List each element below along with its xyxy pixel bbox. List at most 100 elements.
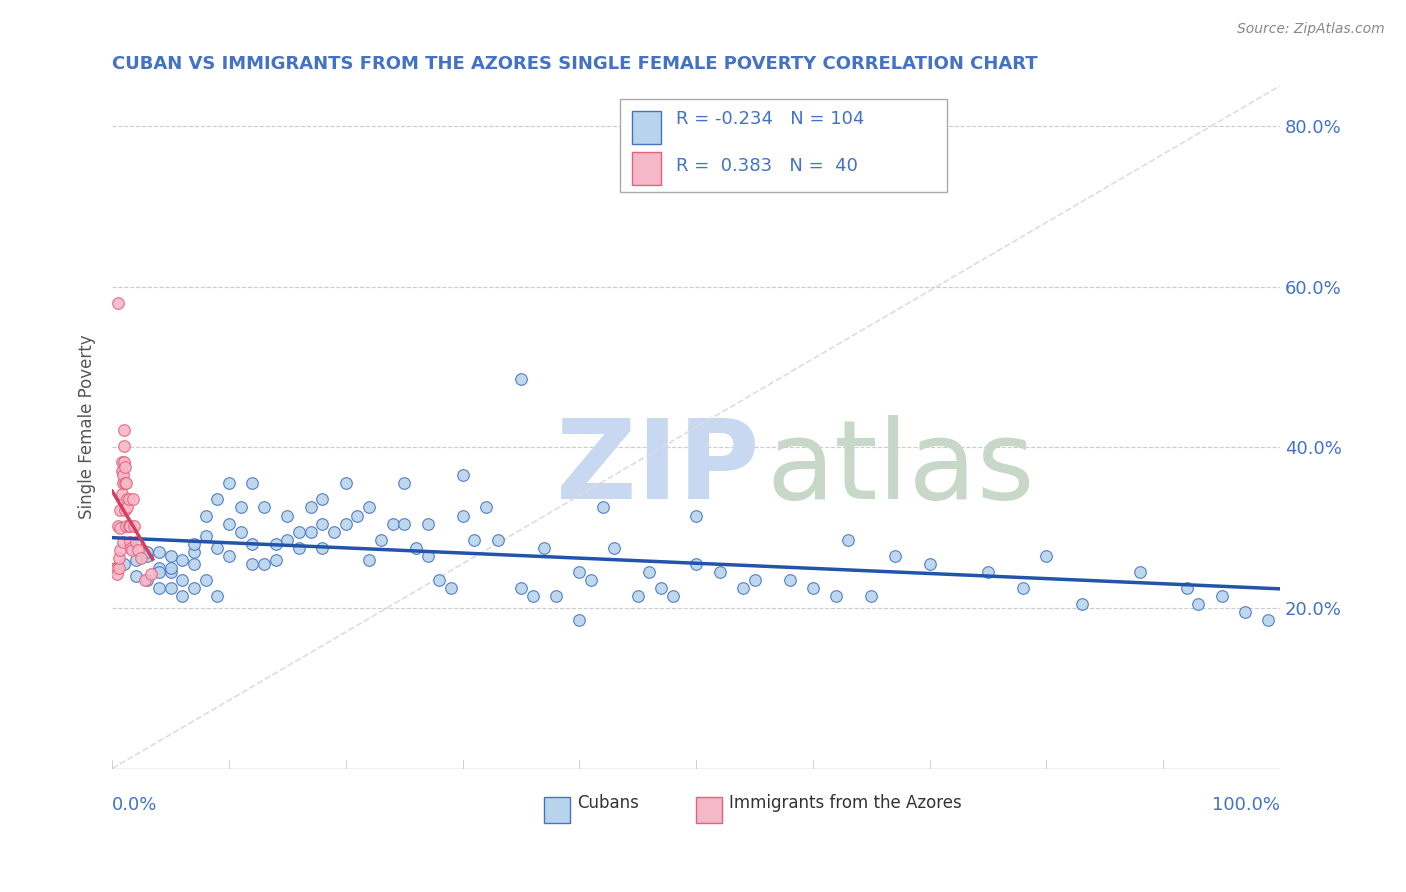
Point xyxy=(229,524,252,539)
Point xyxy=(486,533,509,547)
Point xyxy=(115,476,138,491)
Point xyxy=(122,492,145,507)
Point xyxy=(118,519,141,533)
FancyBboxPatch shape xyxy=(620,100,948,192)
Point xyxy=(114,476,136,491)
Point xyxy=(183,581,205,595)
Point xyxy=(311,516,333,531)
Point xyxy=(183,536,205,550)
Point xyxy=(148,565,170,579)
Point xyxy=(288,541,311,555)
Point xyxy=(112,423,135,437)
Point xyxy=(359,552,381,566)
Point xyxy=(1012,581,1035,595)
Point xyxy=(264,536,287,550)
Point xyxy=(117,492,139,507)
Point xyxy=(120,541,142,555)
Point xyxy=(124,552,146,566)
Point xyxy=(218,516,240,531)
Text: Source: ZipAtlas.com: Source: ZipAtlas.com xyxy=(1237,22,1385,37)
Point xyxy=(124,535,146,549)
Point xyxy=(568,613,591,627)
Point xyxy=(709,565,731,579)
Point xyxy=(335,516,357,531)
Point xyxy=(114,460,136,475)
Point xyxy=(159,560,181,574)
Point xyxy=(124,519,146,533)
Point xyxy=(207,541,229,555)
Point xyxy=(136,573,159,587)
Point xyxy=(883,549,905,563)
Point xyxy=(105,560,128,574)
Point xyxy=(148,581,170,595)
Point xyxy=(264,552,287,566)
Point xyxy=(148,560,170,574)
Point xyxy=(779,573,801,587)
Point xyxy=(112,439,135,453)
Point xyxy=(801,581,824,595)
Point xyxy=(118,535,141,549)
Point xyxy=(1070,597,1092,611)
Text: 100.0%: 100.0% xyxy=(1212,796,1279,814)
Point xyxy=(1187,597,1209,611)
Point xyxy=(229,500,252,515)
Point xyxy=(242,557,264,571)
Point xyxy=(110,487,132,501)
Point xyxy=(522,589,544,603)
Point xyxy=(117,519,139,533)
Point xyxy=(392,476,415,491)
Point xyxy=(323,524,346,539)
Point xyxy=(311,541,333,555)
Point xyxy=(242,536,264,550)
Point xyxy=(114,503,136,517)
Point xyxy=(159,549,181,563)
Point xyxy=(103,560,125,574)
Point xyxy=(381,516,404,531)
Point xyxy=(276,508,298,523)
Text: Immigrants from the Azores: Immigrants from the Azores xyxy=(728,794,962,812)
Point xyxy=(510,372,533,386)
Point xyxy=(117,492,139,507)
Y-axis label: Single Female Poverty: Single Female Poverty xyxy=(79,334,96,519)
Point xyxy=(242,476,264,491)
Text: R = -0.234   N = 104: R = -0.234 N = 104 xyxy=(676,110,865,128)
Point xyxy=(194,573,217,587)
Point xyxy=(299,500,322,515)
Point xyxy=(311,492,333,507)
Text: 0.0%: 0.0% xyxy=(112,796,157,814)
Point xyxy=(111,535,134,549)
Point xyxy=(579,573,602,587)
Point xyxy=(107,519,129,533)
Text: R =  0.383   N =  40: R = 0.383 N = 40 xyxy=(676,157,858,176)
Point xyxy=(124,568,146,582)
Point xyxy=(134,573,156,587)
Point xyxy=(533,541,555,555)
Point xyxy=(194,508,217,523)
Point xyxy=(370,533,392,547)
Point xyxy=(111,476,134,491)
Point xyxy=(288,524,311,539)
Point xyxy=(115,519,138,533)
Point xyxy=(136,549,159,563)
Point xyxy=(860,589,883,603)
Point xyxy=(825,589,848,603)
Point xyxy=(183,544,205,558)
Point xyxy=(650,581,672,595)
Point xyxy=(131,551,153,566)
FancyBboxPatch shape xyxy=(631,112,661,144)
Point xyxy=(105,567,128,582)
Point xyxy=(346,508,368,523)
Text: CUBAN VS IMMIGRANTS FROM THE AZORES SINGLE FEMALE POVERTY CORRELATION CHART: CUBAN VS IMMIGRANTS FROM THE AZORES SING… xyxy=(112,55,1038,73)
Point xyxy=(1129,565,1152,579)
Point xyxy=(107,295,129,310)
Point xyxy=(451,468,474,483)
Point xyxy=(172,573,194,587)
Point xyxy=(299,524,322,539)
Point xyxy=(110,520,132,534)
Point xyxy=(110,543,132,558)
Point xyxy=(136,544,159,558)
Point xyxy=(172,589,194,603)
Point xyxy=(731,581,754,595)
Point xyxy=(117,500,139,515)
Point xyxy=(110,455,132,469)
